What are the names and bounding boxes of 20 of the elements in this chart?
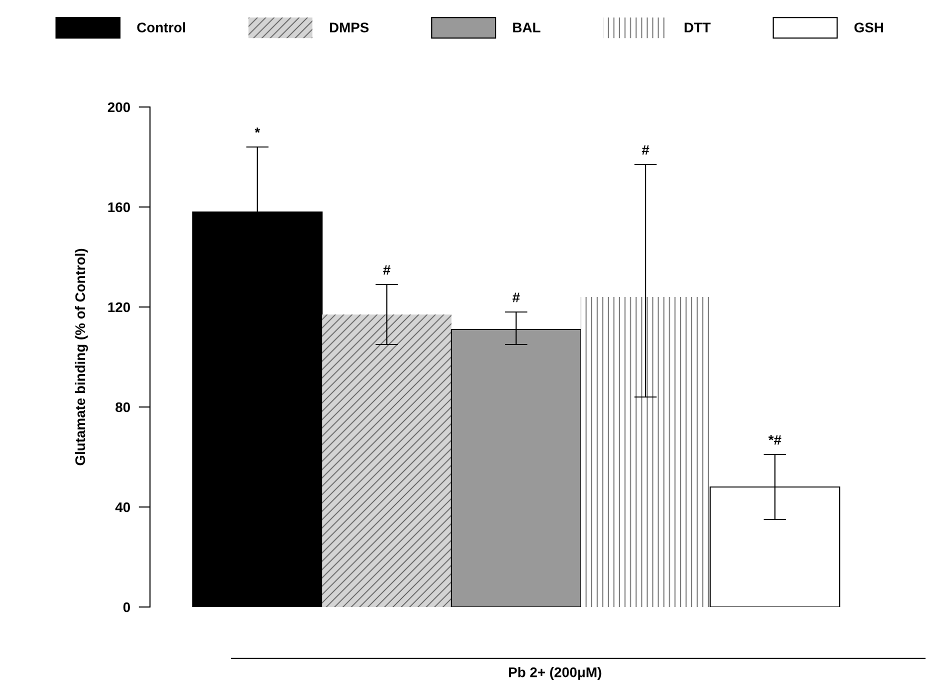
y-tick-label: 0: [123, 602, 130, 612]
annotation: #: [642, 145, 650, 155]
bar: [580, 297, 710, 607]
bar: [322, 314, 452, 607]
legend-label: Control: [137, 22, 185, 32]
x-axis-title: Pb 2+ (200μM): [509, 667, 602, 680]
legend-label: BAL: [513, 22, 540, 32]
y-tick-label: 200: [108, 102, 130, 112]
y-tick-label: 160: [108, 202, 130, 212]
annotation: *: [254, 128, 260, 133]
legend-label: DMPS: [330, 22, 369, 32]
y-tick-label: 40: [115, 502, 130, 512]
annotation: #: [512, 292, 520, 302]
annotation: #: [383, 265, 390, 275]
y-tick-label: 80: [116, 402, 130, 412]
annotation: *#: [768, 435, 782, 445]
y-tick-label: 120: [108, 302, 130, 312]
legend-label: DTT: [684, 22, 711, 32]
legend-label: GSH: [854, 22, 884, 32]
y-axis-title: Glutamate binding (% of Control): [74, 248, 88, 466]
